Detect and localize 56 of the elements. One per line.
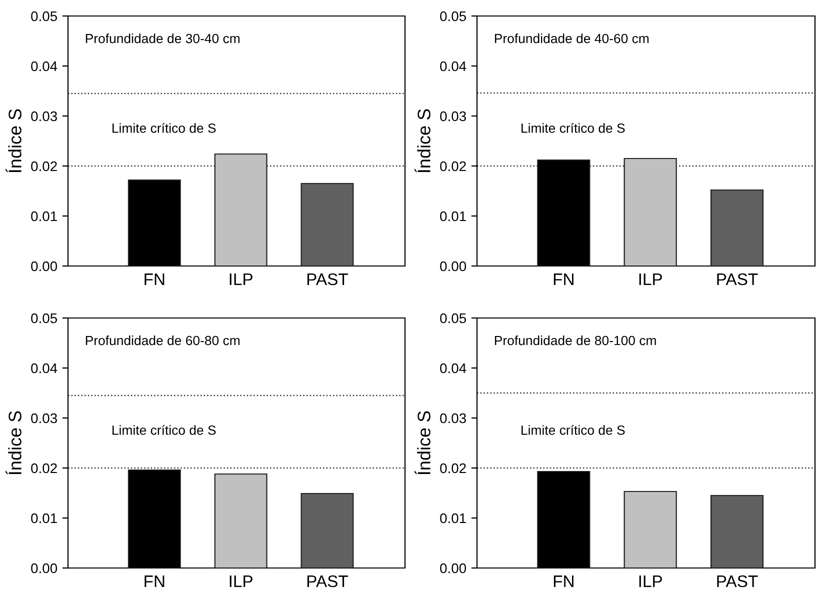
- y-tick-label: 0.01: [440, 211, 466, 222]
- bar: [624, 490, 677, 568]
- annotation: Profundidade de 40-60 cm: [494, 34, 649, 44]
- y-axis-title: Índice S: [6, 109, 22, 172]
- y-axis-title: Índice S: [414, 109, 430, 172]
- bar: [214, 473, 268, 568]
- y-tick-label: 0.02: [440, 463, 466, 474]
- y-tick-label: 0.03: [440, 413, 466, 424]
- ref-line-label: Limite crítico de S: [112, 122, 216, 133]
- x-tick-label: PAST: [717, 575, 758, 588]
- bar: [214, 153, 268, 266]
- annotation: Profundidade de 60-80 cm: [86, 336, 240, 346]
- y-tick-label: 0.01: [31, 513, 57, 524]
- y-tick-label: 0.05: [440, 11, 466, 22]
- y-axis-title: Índice S: [414, 411, 430, 474]
- y-tick-label: 0.05: [440, 313, 466, 324]
- x-tick-label: PAST: [307, 575, 348, 588]
- x-tick-label: ILP: [230, 274, 252, 286]
- annotation: Profundidade de 30-40 cm: [86, 34, 240, 44]
- x-tick-label: PAST: [307, 273, 348, 286]
- y-tick-label: 0.04: [440, 363, 466, 374]
- y-tick-label: 0.00: [31, 563, 58, 574]
- bar: [710, 189, 764, 266]
- y-tick-label: 0.00: [440, 563, 466, 574]
- x-tick-label: PAST: [717, 273, 758, 286]
- x-tick-label: ILP: [639, 274, 662, 286]
- y-axis-title: Índice S: [6, 411, 22, 474]
- bar: [300, 182, 354, 266]
- ref-line-label: Limite crítico de S: [112, 424, 216, 435]
- y-tick-label: 0.03: [31, 413, 57, 424]
- bar: [300, 492, 354, 568]
- y-tick-label: 0.01: [31, 211, 57, 222]
- annotation: Profundidade de 80-100 cm: [494, 336, 656, 346]
- x-tick-label: ILP: [639, 576, 662, 588]
- y-tick-label: 0.02: [31, 161, 57, 172]
- y-tick-label: 0.02: [440, 161, 466, 172]
- y-tick-label: 0.04: [31, 363, 58, 374]
- bar: [710, 494, 764, 568]
- y-tick-label: 0.05: [31, 313, 58, 324]
- ref-line-label: Limite crítico de S: [522, 424, 625, 435]
- y-tick-label: 0.00: [440, 261, 466, 272]
- x-tick-label: ILP: [230, 576, 252, 588]
- x-tick-label: FN: [554, 274, 574, 286]
- y-tick-label: 0.03: [31, 111, 57, 122]
- x-tick-label: FN: [144, 274, 164, 286]
- y-tick-label: 0.04: [440, 61, 466, 72]
- x-tick-label: FN: [144, 576, 164, 588]
- y-tick-label: 0.02: [31, 463, 57, 474]
- ref-line-label: Limite crítico de S: [522, 122, 625, 133]
- y-tick-label: 0.01: [440, 513, 466, 524]
- bar: [624, 158, 677, 266]
- y-tick-label: 0.00: [31, 261, 58, 272]
- y-tick-label: 0.03: [440, 111, 466, 122]
- y-tick-label: 0.05: [31, 11, 58, 22]
- y-tick-label: 0.04: [31, 61, 58, 72]
- x-tick-label: FN: [554, 576, 574, 588]
